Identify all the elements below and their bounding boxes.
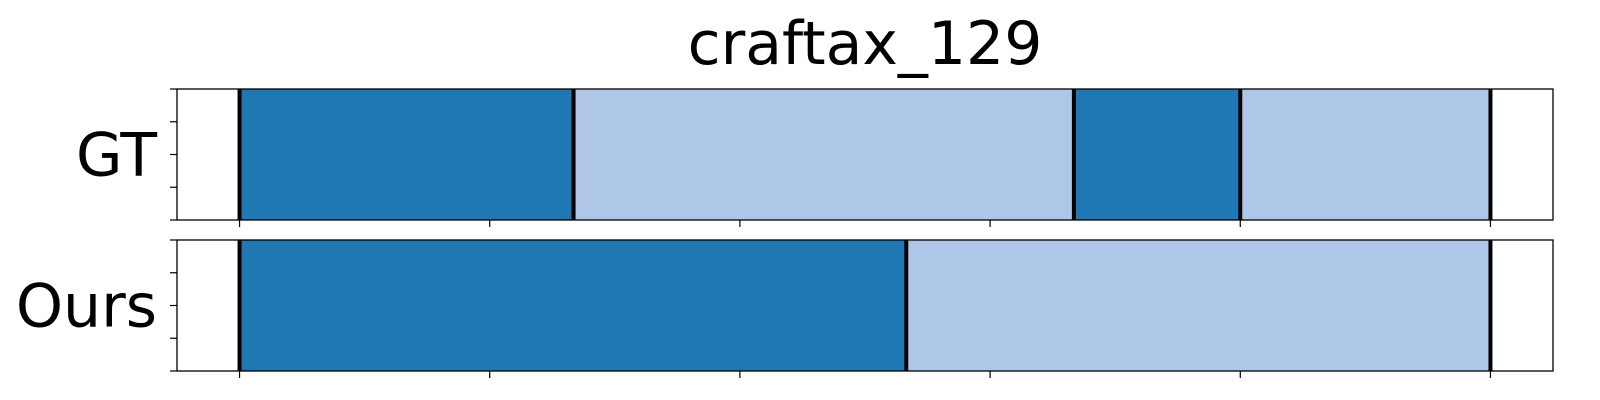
segment-bar [906,240,1491,371]
chart-title: craftax_129 [688,9,1043,79]
axes-group: GT Ours [16,88,1554,378]
row-label: Ours [16,272,157,342]
segment-bar [1240,89,1491,220]
row-ours: Ours [16,239,1554,378]
segment-bar [239,240,907,371]
row-label: GT [76,121,157,191]
segment-bar [239,89,574,220]
segment-bar [1073,89,1241,220]
segment-bar [573,89,1074,220]
row-gt: GT [76,88,1554,227]
